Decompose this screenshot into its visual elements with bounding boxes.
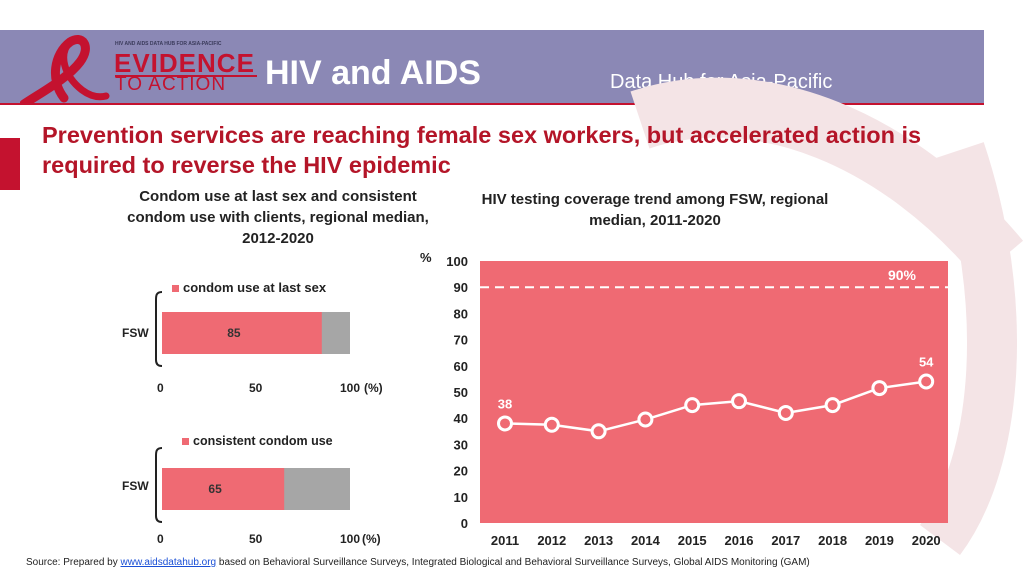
y-tick-label: 60 bbox=[454, 359, 468, 374]
page-title: HIV and AIDS bbox=[265, 54, 481, 92]
data-point-inner bbox=[593, 426, 604, 437]
evidence-to-action-logo[interactable]: HIV AND AIDS DATA HUB FOR ASIA-PACIFIC E… bbox=[20, 34, 257, 104]
y-tick-label: 90 bbox=[454, 280, 468, 295]
line-chart: % 0 10 20 30 40 50 60 70 80 90 100 2011 2012 2013 2014 2… bbox=[420, 250, 948, 548]
y-tick-label: 10 bbox=[454, 490, 468, 505]
line-chart-title: HIV testing coverage trend among FSW, re… bbox=[481, 191, 829, 229]
data-point-inner bbox=[546, 419, 557, 430]
bar-axis-bracket bbox=[155, 291, 163, 367]
x-tick-label: 2011 bbox=[491, 533, 519, 548]
data-point-inner bbox=[500, 418, 510, 429]
bar-chart-2: 65 bbox=[155, 447, 350, 523]
data-point-inner bbox=[827, 400, 838, 411]
logo-evidence-text: EVIDENCE bbox=[114, 48, 255, 78]
y-axis-unit: % bbox=[420, 250, 432, 265]
x-tick-label: 2018 bbox=[818, 533, 847, 548]
bar-chart-1-category: FSW bbox=[122, 326, 149, 340]
data-point-inner bbox=[921, 376, 932, 387]
legend-swatch bbox=[182, 438, 189, 446]
series-line bbox=[504, 380, 927, 433]
data-point-inner bbox=[874, 383, 885, 394]
bar-data-label: 85 bbox=[227, 326, 241, 340]
x-tick-label: 2015 bbox=[678, 533, 707, 548]
y-tick-label: 50 bbox=[454, 385, 468, 400]
bar-chart-1-unit: (%) bbox=[364, 381, 383, 395]
x-tick-label: 2014 bbox=[631, 533, 661, 548]
bar-chart-1-tick-100: 100 bbox=[340, 381, 361, 395]
target-label: 90% bbox=[888, 267, 917, 283]
y-tick-label: 100 bbox=[446, 254, 468, 269]
x-tick-label: 2016 bbox=[725, 533, 754, 548]
bar-chart-2-legend-label: consistent condom use bbox=[193, 434, 333, 448]
bar-chart-2-category: FSW bbox=[122, 479, 149, 493]
legend-swatch bbox=[172, 285, 179, 293]
bar-chart-2-unit: (%) bbox=[362, 532, 381, 546]
bar-value bbox=[162, 312, 322, 354]
x-tick-label: 2017 bbox=[771, 533, 800, 548]
bar-chart-1-legend-label: condom use at last sex bbox=[183, 280, 327, 295]
header-banner bbox=[0, 30, 984, 104]
header-divider bbox=[0, 103, 984, 105]
source-link[interactable]: www.aidsdatahub.org bbox=[120, 557, 217, 568]
source-prefix: Source: Prepared by bbox=[26, 557, 121, 568]
bar-chart-1-tick-0: 0 bbox=[157, 381, 164, 395]
bar-chart-1: 85 bbox=[155, 291, 350, 367]
source-suffix: based on Behavioral Surveillance Surveys… bbox=[216, 557, 810, 568]
x-tick-label: 2020 bbox=[912, 533, 941, 548]
x-tick-label: 2019 bbox=[865, 533, 894, 548]
bar-chart-2-legend: consistent condom use bbox=[182, 434, 333, 448]
y-tick-label: 0 bbox=[461, 516, 468, 531]
data-point-inner bbox=[734, 396, 744, 407]
red-ribbon-icon bbox=[20, 35, 110, 104]
bar-chart-1-tick-50: 50 bbox=[249, 381, 263, 395]
data-point-inner bbox=[780, 407, 791, 418]
logo-rule bbox=[115, 75, 257, 77]
bar-chart-2-tick-0: 0 bbox=[157, 532, 164, 546]
data-label: 54 bbox=[919, 355, 934, 370]
y-tick-label: 70 bbox=[454, 333, 468, 348]
logo-tagline: HIV AND AIDS DATA HUB FOR ASIA-PACIFIC bbox=[115, 41, 222, 47]
y-tick-label: 30 bbox=[454, 437, 468, 452]
x-tick-label: 2012 bbox=[537, 533, 566, 548]
slide-headline: Prevention services are reaching female … bbox=[42, 122, 922, 178]
data-point-inner bbox=[687, 400, 698, 411]
y-tick-label: 80 bbox=[454, 306, 468, 321]
bar-value bbox=[162, 468, 285, 510]
left-chart-title: Condom use at last sex and consistent co… bbox=[127, 188, 429, 247]
bar-chart-2-tick-100: 100 bbox=[340, 532, 361, 546]
headline-accent bbox=[0, 138, 20, 190]
bar-data-label: 65 bbox=[208, 482, 222, 496]
bar-chart-1-legend: condom use at last sex bbox=[172, 280, 326, 295]
logo-action-text: TO ACTION bbox=[115, 74, 227, 95]
y-tick-label: 40 bbox=[454, 411, 468, 426]
y-tick-label: 20 bbox=[454, 464, 468, 479]
data-label: 38 bbox=[498, 396, 512, 411]
x-tick-label: 2013 bbox=[584, 533, 613, 548]
bar-chart-2-tick-50: 50 bbox=[249, 532, 263, 546]
bar-axis-bracket bbox=[155, 447, 163, 523]
data-point-inner bbox=[640, 414, 651, 425]
source-note: Source: Prepared by www.aidsdatahub.org … bbox=[26, 557, 810, 568]
